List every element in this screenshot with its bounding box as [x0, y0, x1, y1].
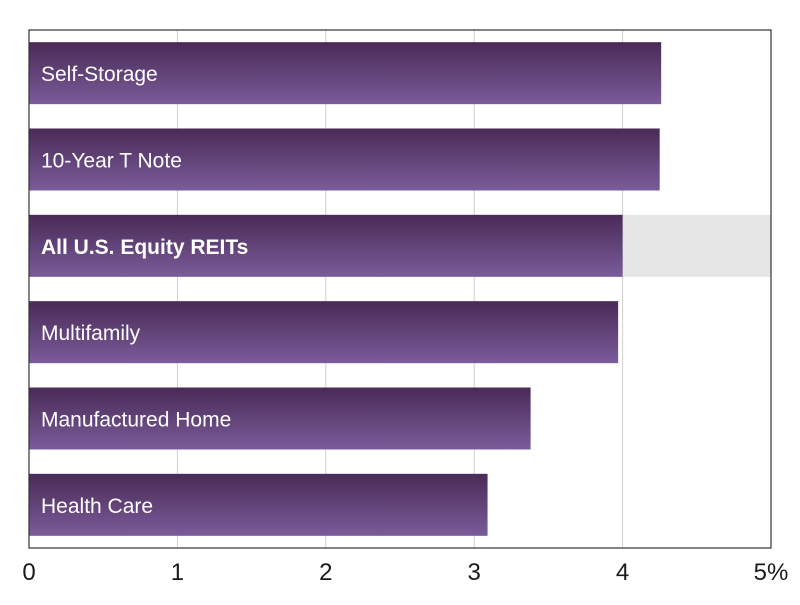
bar-label-all-u-s-equity-reits: All U.S. Equity REITs: [41, 236, 248, 259]
x-tick-label: 3: [468, 559, 481, 586]
bar-multifamily: [29, 301, 619, 364]
x-tick-label: 5%: [754, 559, 789, 586]
bar-label-10-year-t-note: 10-Year T Note: [41, 150, 182, 173]
bars-layer: Self-Storage 10-Year T Note All U.S. Equit…: [29, 42, 662, 536]
bar-all-u-s-equity-reits: [29, 214, 623, 277]
bar-label-multifamily: Multifamily: [41, 322, 141, 345]
grid-layer: [176, 30, 624, 548]
bar-label-self-storage: Self-Storage: [41, 63, 158, 86]
x-tick-label: 2: [319, 559, 332, 586]
frame-layer: [28, 29, 772, 549]
x-tick-labels: 0 1 2 3 4 5%: [22, 559, 788, 586]
plot-frame: [28, 29, 772, 549]
x-tick-label: 1: [171, 559, 184, 586]
bar-10-year-t-note: [29, 128, 660, 191]
x-tick-label: 0: [22, 559, 35, 586]
bar-label-manufactured-home: Manufactured Home: [41, 409, 231, 432]
bar-self-storage: [29, 42, 662, 105]
bar-health-care: [29, 473, 488, 536]
bar-label-health-care: Health Care: [41, 495, 153, 518]
x-tick-label: 4: [616, 559, 629, 586]
bar-manufactured-home: [29, 387, 531, 450]
